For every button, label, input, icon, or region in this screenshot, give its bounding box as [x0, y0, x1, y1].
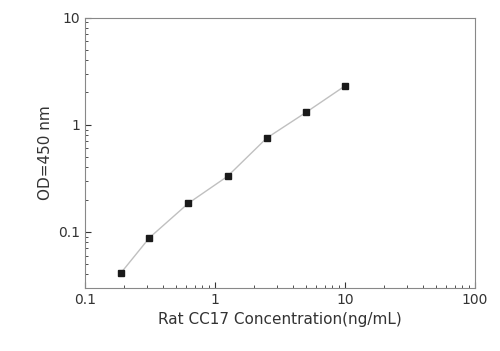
- Y-axis label: OD=450 nm: OD=450 nm: [38, 105, 52, 200]
- X-axis label: Rat CC17 Concentration(ng/mL): Rat CC17 Concentration(ng/mL): [158, 312, 402, 327]
